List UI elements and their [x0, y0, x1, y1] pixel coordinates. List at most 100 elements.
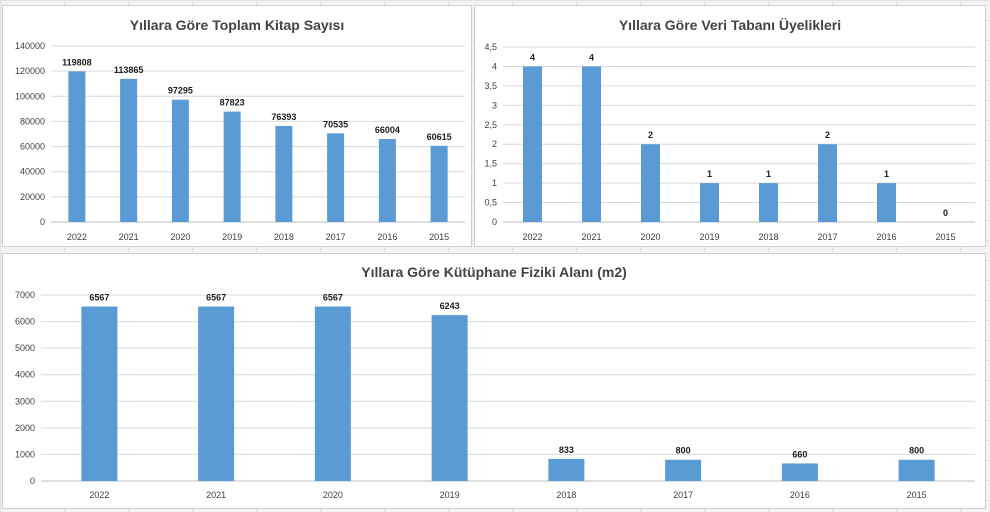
y-tick-label: 3,5 [484, 81, 497, 91]
x-tick-label: 2015 [429, 232, 449, 242]
data-label: 76393 [271, 112, 296, 122]
data-label: 0 [943, 208, 948, 218]
y-tick-label: 6000 [15, 317, 35, 327]
bar [430, 145, 448, 222]
y-tick-label: 0 [30, 476, 35, 486]
data-label: 6567 [323, 293, 343, 303]
data-label: 70535 [323, 119, 348, 129]
y-tick-label: 80000 [20, 116, 45, 126]
y-tick-label: 1,5 [484, 159, 497, 169]
x-tick-label: 2022 [89, 490, 109, 500]
data-label: 113865 [114, 65, 144, 75]
x-tick-label: 2021 [206, 490, 226, 500]
chart-title: Yıllara Göre Kütüphane Fiziki Alanı (m2) [361, 264, 627, 280]
y-tick-label: 40000 [20, 167, 45, 177]
y-tick-label: 5000 [15, 343, 35, 353]
bar [378, 139, 396, 222]
x-tick-label: 2020 [323, 490, 343, 500]
x-tick-label: 2019 [440, 490, 460, 500]
x-tick-label: 2018 [758, 232, 778, 242]
y-tick-label: 0 [40, 217, 45, 227]
x-tick-label: 2016 [876, 232, 896, 242]
data-label: 97295 [168, 86, 193, 96]
bar [818, 144, 837, 222]
data-label: 1 [707, 169, 712, 179]
x-tick-label: 2018 [556, 490, 576, 500]
y-tick-label: 0 [492, 217, 497, 227]
data-label: 6567 [89, 293, 109, 303]
x-tick-label: 2017 [673, 490, 693, 500]
bar [877, 183, 896, 222]
chart-total-books[interactable]: Yıllara Göre Toplam Kitap Sayısı 0 20000 4… [2, 5, 472, 247]
chart-physical-area[interactable]: Yıllara Göre Kütüphane Fiziki Alanı (m2)… [2, 253, 986, 509]
data-label: 1 [884, 169, 889, 179]
bar [275, 125, 293, 222]
bar [81, 306, 118, 481]
data-label: 2 [825, 130, 830, 140]
bar [781, 463, 818, 481]
y-tick-label: 2,5 [484, 120, 497, 130]
data-label: 6567 [206, 293, 226, 303]
x-tick-label: 2016 [377, 232, 397, 242]
x-tick-label: 2020 [170, 232, 190, 242]
y-tick-label: 0,5 [484, 198, 497, 208]
y-tick-label: 140000 [15, 41, 45, 51]
chart-title: Yıllara Göre Toplam Kitap Sayısı [129, 17, 345, 33]
bar [68, 71, 86, 222]
bar [223, 111, 241, 222]
bar [582, 66, 601, 222]
y-tick-label: 4000 [15, 370, 35, 380]
bar [665, 459, 702, 481]
bar [641, 144, 660, 222]
y-tick-label: 20000 [20, 192, 45, 202]
bar [759, 183, 778, 222]
x-tick-label: 2015 [907, 490, 927, 500]
y-tick-label: 1000 [15, 449, 35, 459]
chart-plot: 0 1000 2000 3000 4000 5000 6000 7000 6567 2022 656… [15, 290, 975, 500]
data-label: 4 [589, 52, 594, 62]
bar [198, 306, 235, 481]
bar [700, 183, 719, 222]
data-label: 800 [909, 446, 924, 456]
x-tick-label: 2017 [326, 232, 346, 242]
data-label: 800 [676, 446, 691, 456]
data-label: 660 [792, 449, 807, 459]
data-label: 60615 [427, 132, 452, 142]
data-label: 87823 [220, 98, 245, 108]
y-tick-label: 1 [492, 178, 497, 188]
x-tick-label: 2021 [581, 232, 601, 242]
data-label: 1 [766, 169, 771, 179]
chart-plot: 0 20000 40000 60000 80000 100000 120000 140000 1… [15, 41, 465, 242]
y-tick-label: 2000 [15, 423, 35, 433]
y-tick-label: 3000 [15, 396, 35, 406]
x-tick-label: 2019 [699, 232, 719, 242]
data-label: 66004 [375, 125, 400, 135]
x-tick-label: 2022 [522, 232, 542, 242]
bar [523, 66, 542, 222]
bar [327, 133, 345, 222]
x-tick-label: 2019 [222, 232, 242, 242]
x-tick-label: 2022 [67, 232, 87, 242]
y-tick-label: 2 [492, 139, 497, 149]
x-tick-label: 2021 [119, 232, 139, 242]
chart-title: Yıllara Göre Veri Tabanı Üyelikleri [618, 17, 842, 33]
bar [548, 458, 585, 481]
bar [171, 99, 189, 222]
y-tick-label: 4 [492, 61, 497, 71]
y-tick-label: 7000 [15, 290, 35, 300]
x-tick-label: 2017 [817, 232, 837, 242]
data-label: 2 [648, 130, 653, 140]
y-tick-label: 3 [492, 100, 497, 110]
bar [314, 306, 351, 481]
x-tick-label: 2016 [790, 490, 810, 500]
x-tick-label: 2015 [935, 232, 955, 242]
y-tick-label: 100000 [15, 91, 45, 101]
data-label: 119808 [62, 57, 92, 67]
data-label: 833 [559, 445, 574, 455]
chart-database-memberships[interactable]: Yıllara Göre Veri Tabanı Üyelikleri 0 0,5… [474, 5, 986, 247]
data-label: 6243 [440, 301, 460, 311]
chart-plot: 0 0,5 1 1,5 2 2,5 3 3,5 4 4,5 4 2022 4 2021 2 2020 1 2019… [484, 42, 975, 242]
x-tick-label: 2020 [640, 232, 660, 242]
bar [120, 78, 138, 222]
x-tick-label: 2018 [274, 232, 294, 242]
